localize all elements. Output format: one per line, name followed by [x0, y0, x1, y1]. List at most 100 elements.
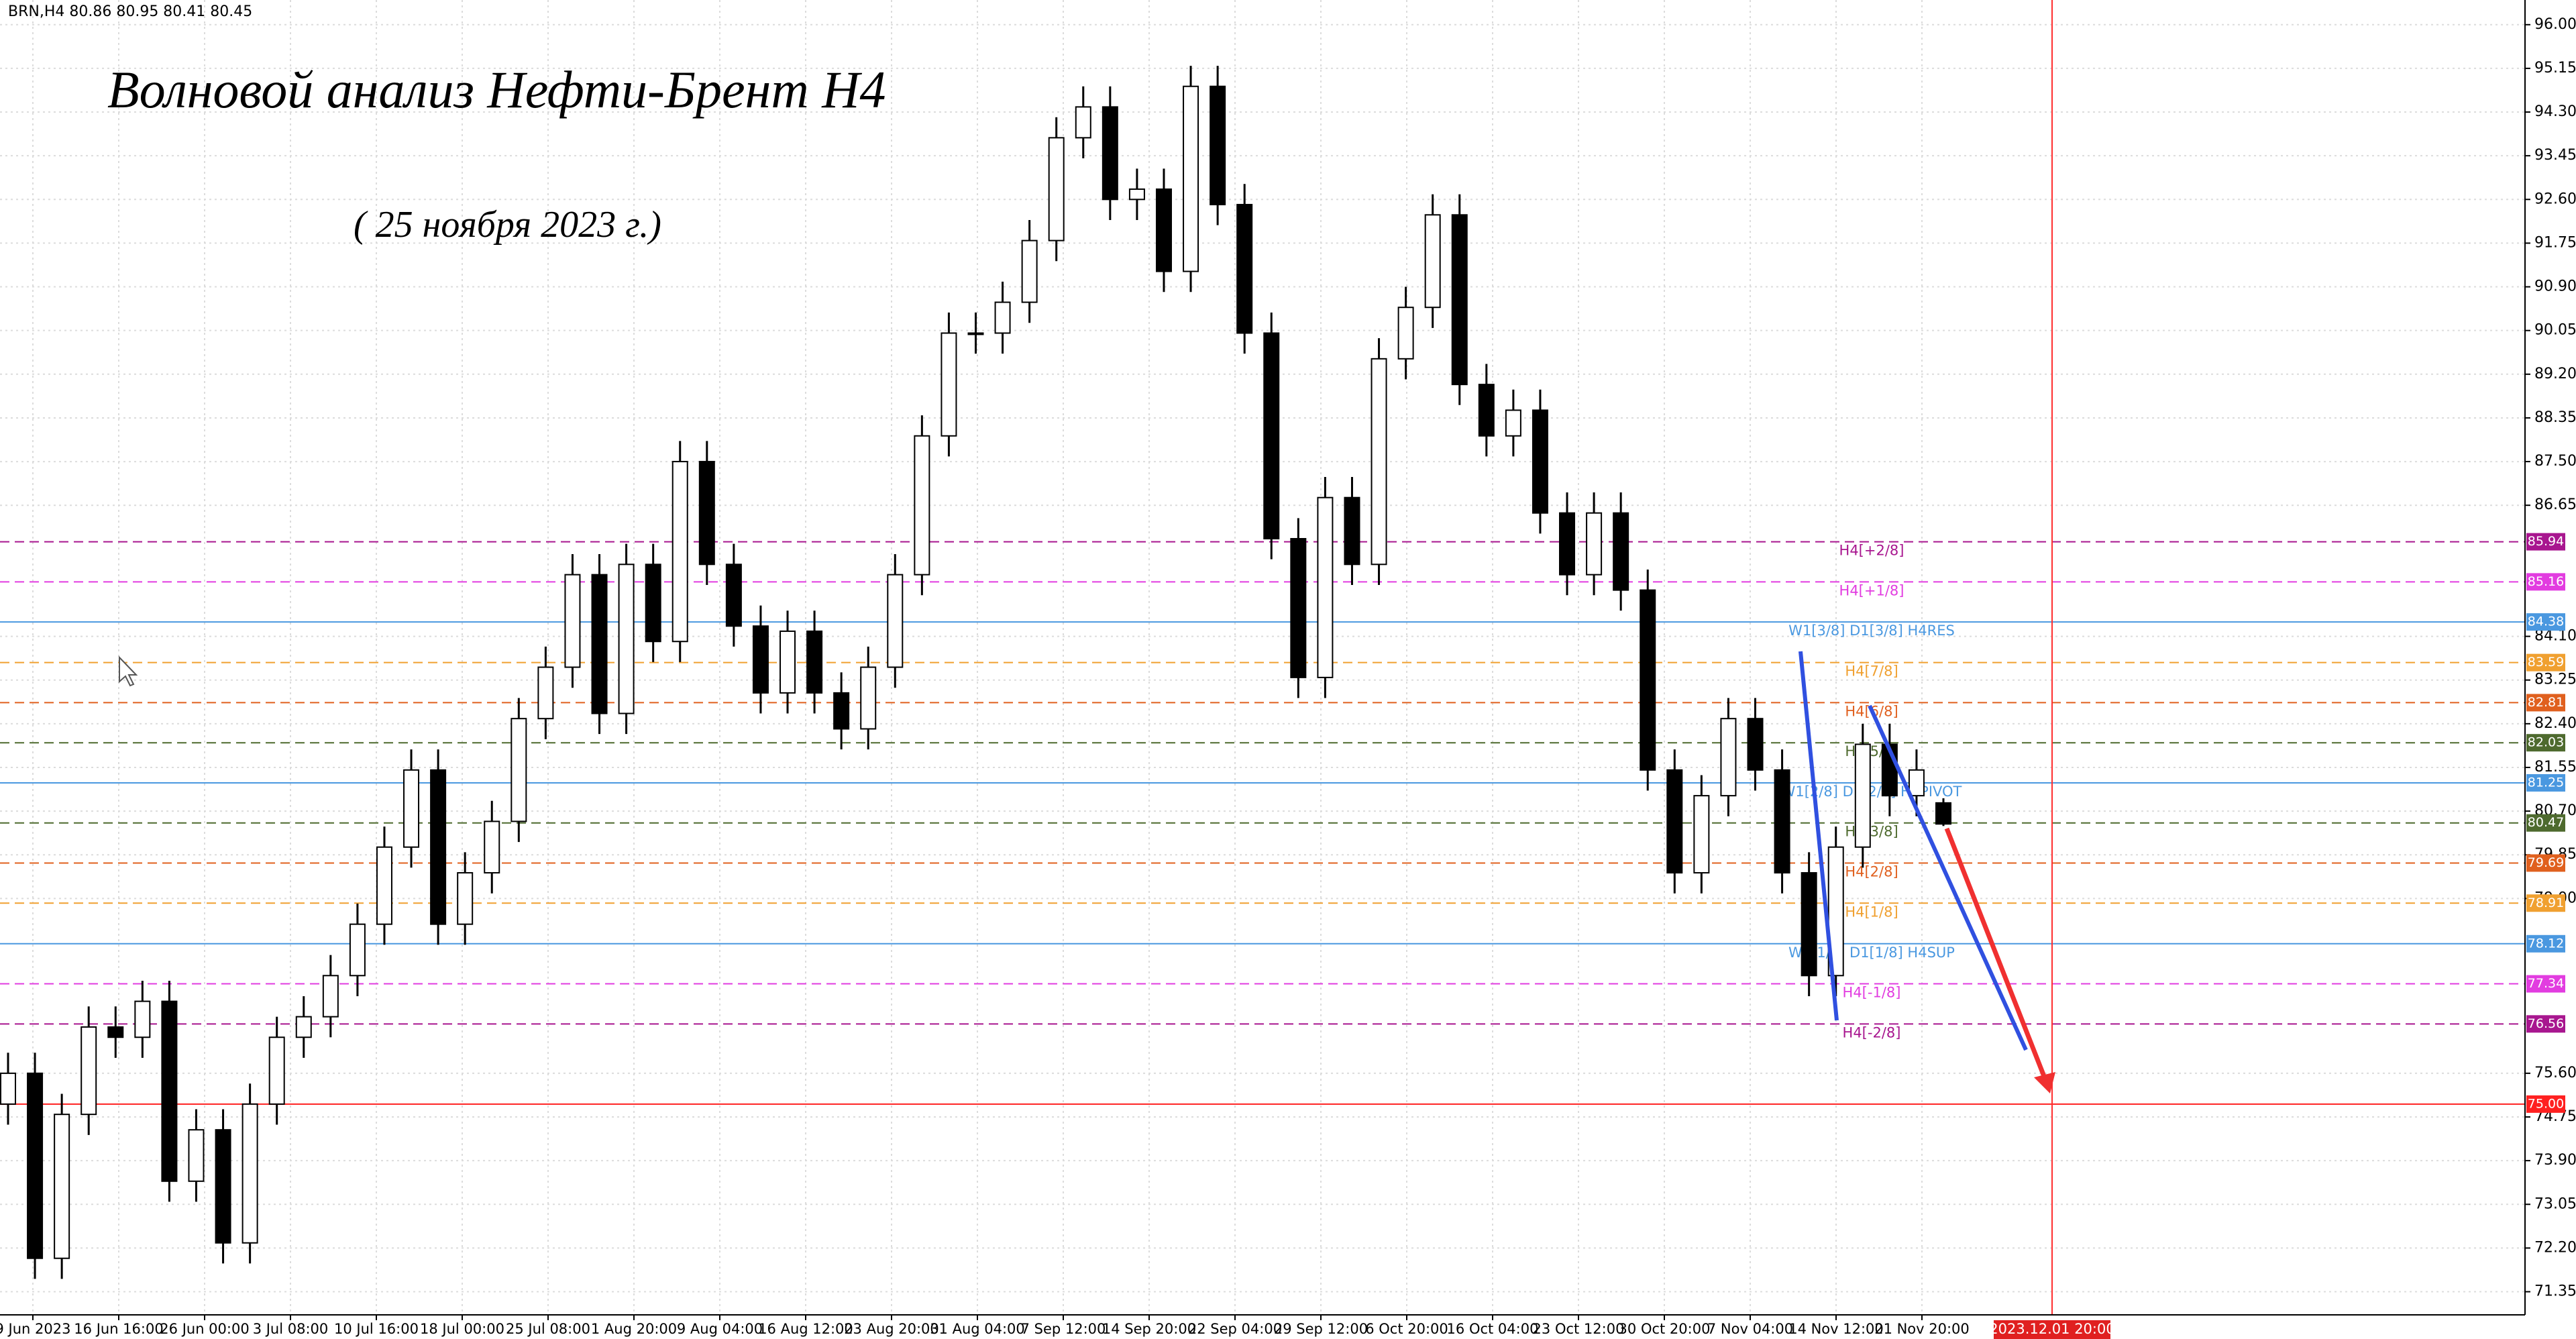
y-tick-label: 90.05 — [2534, 322, 2576, 339]
x-tick-label: 9 Aug 04:00 — [677, 1321, 763, 1337]
candle-body — [241, 1103, 258, 1244]
candle-body — [806, 630, 823, 694]
level-name: H4[+2/8] — [1839, 543, 1904, 559]
candle-body — [645, 564, 661, 643]
candle-body — [268, 1036, 285, 1105]
level-price-label: 84.38 — [2528, 614, 2564, 629]
x-tick-label: 26 Jun 00:00 — [160, 1321, 249, 1337]
candle-body — [1666, 769, 1683, 874]
level-price-box — [2526, 533, 2565, 551]
candle-body — [967, 332, 984, 335]
candle-body — [27, 1072, 44, 1259]
x-tick-label: 10 Jul 16:00 — [334, 1321, 419, 1337]
wave-line — [1799, 651, 1839, 1021]
candle-body — [833, 692, 850, 730]
y-tick-label: 81.55 — [2534, 759, 2576, 775]
level-price-label: 76.56 — [2528, 1016, 2564, 1031]
candle-body — [107, 1026, 124, 1038]
x-tick-label: 6 Oct 20:00 — [1365, 1321, 1448, 1337]
level-price-label: 81.25 — [2528, 775, 2564, 790]
level-name: H4[+1/8] — [1839, 582, 1904, 598]
candle-body — [161, 1000, 178, 1182]
level-name: H4[3/8] — [1845, 824, 1898, 840]
x-tick-label: 7 Nov 04:00 — [1707, 1321, 1793, 1337]
y-tick-label: 89.20 — [2534, 366, 2576, 382]
candle-body — [1559, 512, 1576, 576]
y-tick-label: 88.35 — [2534, 409, 2576, 426]
candle-body — [1505, 409, 1521, 437]
y-tick-label: 94.30 — [2534, 103, 2576, 120]
candle-body — [752, 625, 769, 694]
candle-body — [0, 1072, 16, 1105]
x-tick-label: 16 Aug 12:00 — [758, 1321, 853, 1337]
y-tick-label: 86.65 — [2534, 496, 2576, 513]
candle-body — [1640, 589, 1656, 771]
forecast-arrow — [1944, 827, 2049, 1083]
candle-body — [887, 574, 904, 668]
x-tick-label: 25 Jul 08:00 — [506, 1321, 590, 1337]
mouse-cursor — [119, 655, 138, 687]
candle-body — [511, 718, 527, 822]
chart-title: Волновой анализ Нефти-Брент H4 — [107, 60, 886, 119]
candle-body — [54, 1114, 70, 1259]
candle-body — [1102, 106, 1118, 201]
y-tick-label: 90.90 — [2534, 278, 2576, 295]
level-name: H4[1/8] — [1845, 904, 1898, 920]
candle-body — [484, 820, 500, 874]
candle-body — [1263, 332, 1280, 540]
wave-line — [1868, 704, 2028, 1051]
level-name: W1[3/8] D1[3/8] H4RES — [1788, 623, 1955, 639]
level-price-label: 78.91 — [2528, 896, 2564, 910]
y-tick-label: 93.45 — [2534, 147, 2576, 164]
candle-body — [1586, 512, 1603, 576]
x-tick-label: 22 Sep 04:00 — [1188, 1321, 1282, 1337]
y-tick-label: 87.50 — [2534, 453, 2576, 470]
candle-body — [618, 564, 635, 714]
candle-body — [1290, 538, 1307, 678]
level-price-label: 85.16 — [2528, 574, 2564, 589]
candle-body — [591, 574, 608, 714]
y-tick-label: 82.40 — [2534, 715, 2576, 732]
candle-body — [1693, 795, 1710, 874]
candle-body — [430, 769, 447, 925]
candle-body — [1827, 846, 1844, 977]
x-tick-label: 18 Jul 00:00 — [420, 1321, 504, 1337]
candle-body — [1344, 496, 1360, 566]
candle-body — [1451, 214, 1468, 386]
level-price-label: 83.59 — [2528, 655, 2564, 670]
y-tick-label: 95.15 — [2534, 60, 2576, 76]
candle-body — [1935, 802, 1951, 825]
candle-body — [215, 1129, 231, 1244]
level-name: H4[-1/8] — [1843, 985, 1901, 1001]
x-tick-label: 29 Sep 12:00 — [1274, 1321, 1368, 1337]
level-name: H4[7/8] — [1845, 663, 1898, 680]
x-tick-label: 1 Aug 20:00 — [591, 1321, 677, 1337]
candle-body — [1128, 188, 1145, 201]
x-tick-label: 3 Jul 08:00 — [253, 1321, 329, 1337]
y-tick-label: 92.60 — [2534, 191, 2576, 207]
candle-body — [376, 846, 392, 925]
candle-body — [564, 574, 581, 668]
level-price-box — [2526, 613, 2565, 631]
level-price-box — [2526, 1095, 2565, 1113]
level-price-box — [2526, 814, 2565, 832]
candle-body — [1397, 307, 1414, 360]
chart-header: BRN,H4 80.86 80.95 80.41 80.45 — [8, 3, 252, 20]
candle-body — [941, 332, 957, 437]
level-price-box — [2526, 854, 2565, 872]
level-price-label: 78.12 — [2528, 936, 2564, 951]
y-tick-label: 75.60 — [2534, 1065, 2576, 1081]
level-price-box — [2526, 653, 2565, 672]
level-price-box — [2526, 975, 2565, 993]
candle-body — [1155, 188, 1172, 272]
level-price-box — [2526, 934, 2565, 953]
candle-body — [1236, 203, 1253, 334]
y-tick-label: 73.90 — [2534, 1152, 2576, 1169]
candle-body — [537, 666, 554, 720]
x-tick-label: 21 Nov 20:00 — [1874, 1321, 1970, 1337]
candle-body — [780, 630, 796, 694]
level-name: H4[2/8] — [1845, 863, 1898, 879]
x-tick-label: 31 Aug 04:00 — [930, 1321, 1025, 1337]
chart-subtitle: ( 25 ноября 2023 г.) — [354, 204, 661, 246]
